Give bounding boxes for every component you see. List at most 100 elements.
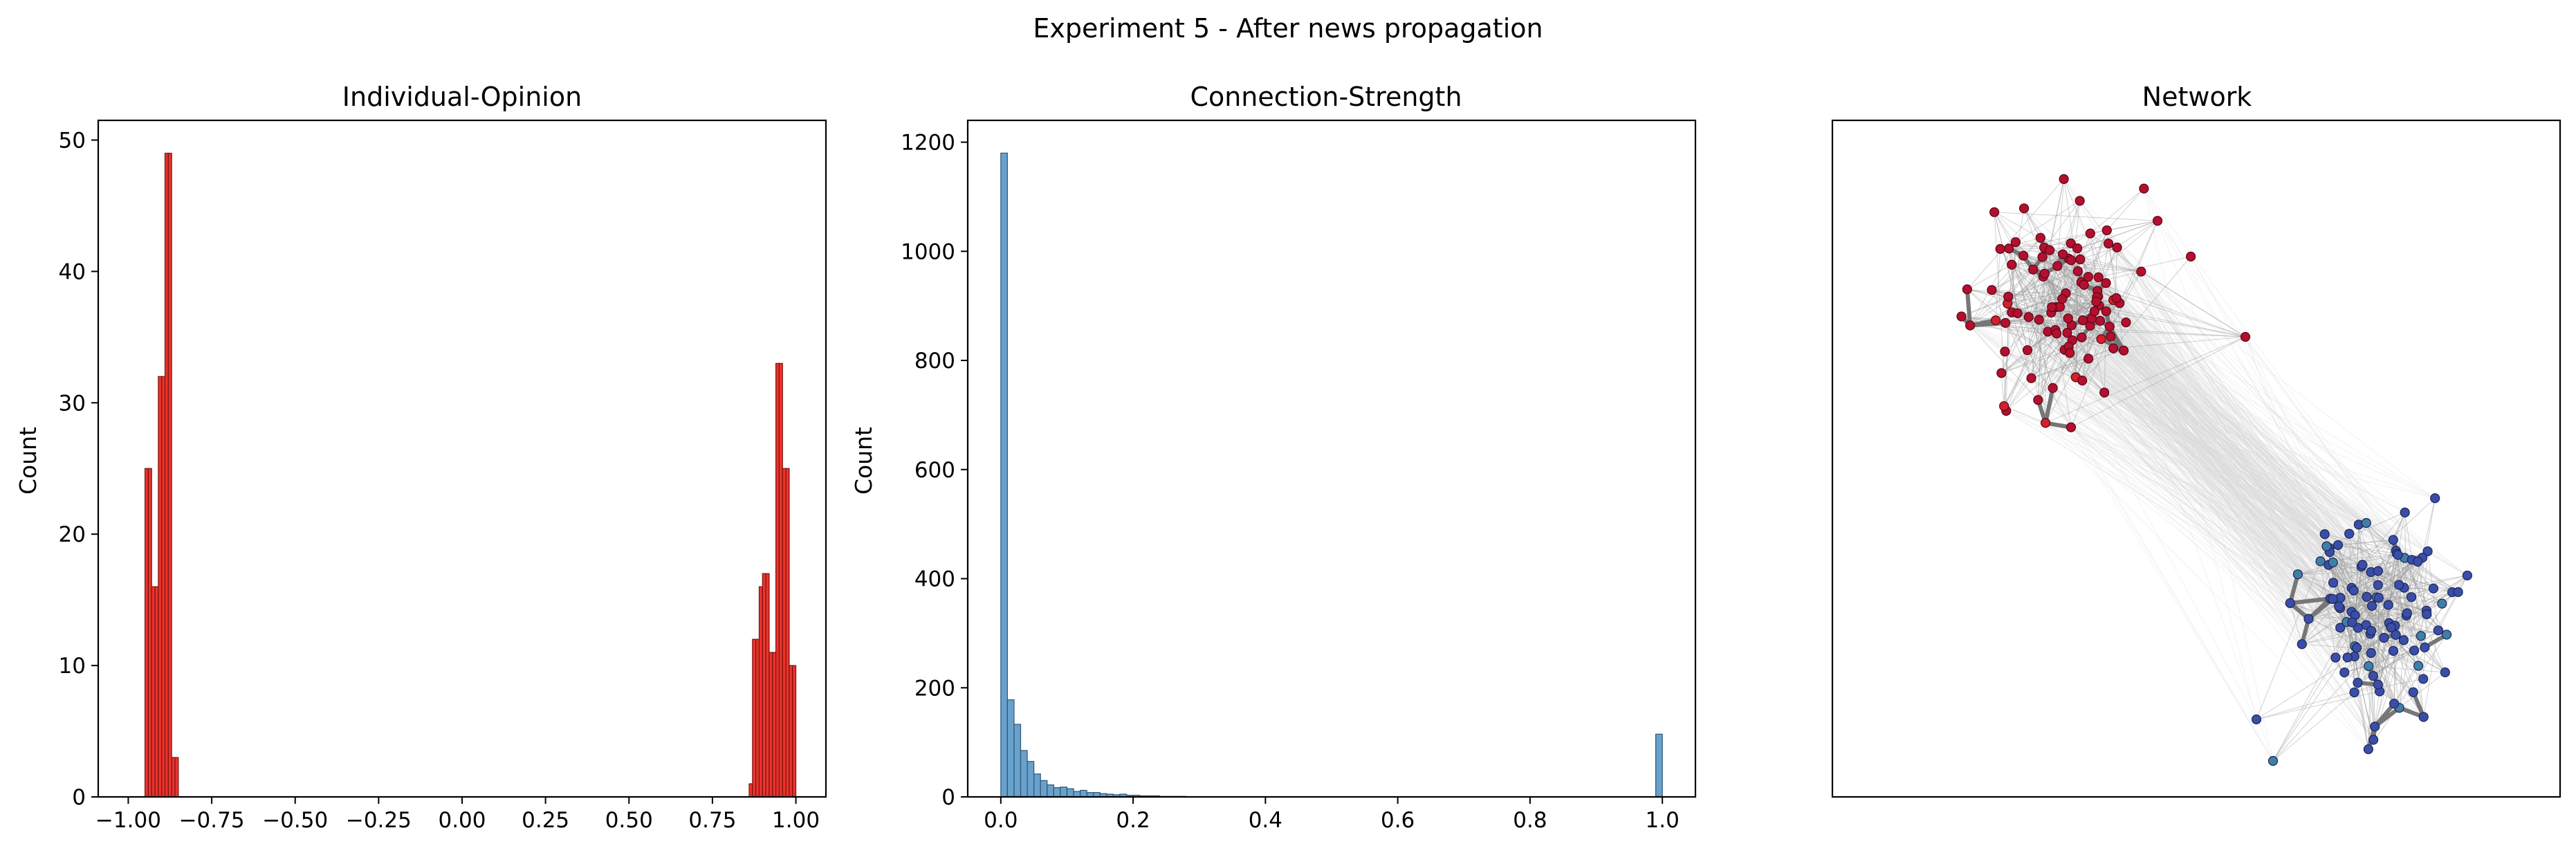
network-edge-bridge bbox=[2052, 387, 2274, 762]
network-edge-bridge bbox=[2051, 312, 2329, 565]
bar-connection-strength-11 bbox=[1073, 791, 1081, 798]
network-edge-bridge bbox=[2126, 322, 2400, 585]
network-edge-bridge bbox=[2096, 297, 2330, 553]
x-tick-label-connection-strength-3: 0.6 bbox=[1381, 808, 1415, 833]
bar-individual-opinion-17 bbox=[772, 652, 777, 798]
network-edge-bridge bbox=[2143, 188, 2413, 560]
network-edge-bridge bbox=[2005, 351, 2447, 635]
network-edge-bridge bbox=[2051, 306, 2326, 535]
network-edge-bridge bbox=[2097, 291, 2341, 598]
network-edge-bridge bbox=[2245, 336, 2377, 598]
network-edge-bridge bbox=[2098, 277, 2405, 513]
network-edge-weak bbox=[2031, 295, 2099, 378]
network-edge-weak bbox=[1991, 269, 2034, 291]
network-edge-bridge bbox=[2072, 340, 2379, 686]
network-edge-weak bbox=[2070, 221, 2158, 428]
network-edge-bridge bbox=[2005, 351, 2396, 636]
network-node bbox=[2362, 591, 2372, 602]
network-edge-weak bbox=[2031, 350, 2124, 379]
network-edge-bridge bbox=[2070, 427, 2345, 673]
network-edge-bridge bbox=[2088, 358, 2415, 651]
network-edge-weak bbox=[2308, 585, 2378, 620]
network-node bbox=[2106, 331, 2116, 342]
network-edge-weak bbox=[1994, 212, 2028, 351]
network-edge-bridge bbox=[2140, 271, 2352, 612]
network-edge-weak bbox=[2337, 539, 2393, 546]
network-edge-bridge bbox=[2090, 325, 2299, 575]
network-edge-bridge bbox=[2028, 316, 2389, 605]
bar-individual-opinion-3 bbox=[154, 586, 159, 798]
network-edge-bridge bbox=[2068, 318, 2330, 549]
network-edge-weak bbox=[2399, 640, 2404, 708]
network-edge-bridge bbox=[2056, 333, 2333, 600]
network-edge-bridge bbox=[2108, 243, 2380, 598]
bar-individual-opinion-15 bbox=[765, 573, 770, 798]
network-edge-bridge bbox=[2090, 325, 2434, 589]
network-edge-bridge bbox=[2012, 312, 2447, 635]
network-edge-weak bbox=[2037, 324, 2072, 401]
network-edge-bridge bbox=[2056, 306, 2341, 609]
network-edge-bridge bbox=[2083, 284, 2367, 598]
network-edge-bridge bbox=[2043, 276, 2341, 609]
network-edge-bridge bbox=[2106, 230, 2330, 549]
network-edge-bridge bbox=[2099, 320, 2329, 565]
y-tick-label-connection-strength-1: 200 bbox=[914, 676, 955, 701]
network-edge-weak bbox=[2012, 264, 2099, 306]
network-edge-bridge bbox=[2070, 243, 2291, 604]
network-edge-weak bbox=[1967, 264, 2012, 290]
network-edge-strong bbox=[2288, 572, 2300, 605]
network-edge-bridge bbox=[2032, 269, 2341, 609]
network-node bbox=[2315, 556, 2326, 567]
network-edge-bridge bbox=[2079, 259, 2367, 524]
network-edge-bridge bbox=[2005, 322, 2362, 567]
network-edge-bridge bbox=[2023, 208, 2397, 551]
network-node bbox=[2400, 507, 2410, 518]
network-edge-bridge bbox=[2068, 346, 2363, 565]
network-edge-weak bbox=[2333, 562, 2400, 586]
network-edge-weak bbox=[2012, 264, 2099, 306]
network-edge-bridge bbox=[2032, 269, 2395, 704]
network-edge-bridge bbox=[2104, 392, 2374, 740]
network-edge-weak bbox=[2090, 233, 2099, 297]
network-nodes bbox=[1956, 174, 2472, 766]
network-edge-weak bbox=[2351, 550, 2397, 612]
network-edge-weak bbox=[2037, 276, 2044, 401]
network-edge-bridge bbox=[2126, 322, 2395, 626]
bar-individual-opinion-8 bbox=[171, 757, 176, 798]
network-edge-weak bbox=[2005, 326, 2110, 412]
network-edge-bridge bbox=[2068, 346, 2395, 704]
network-edge-weak bbox=[2017, 282, 2081, 314]
network-edge-bridge bbox=[2008, 248, 2412, 598]
network-node bbox=[2012, 308, 2023, 319]
network-edge-bridge bbox=[2011, 264, 2400, 585]
network-edge-weak bbox=[2063, 178, 2079, 272]
network-edge-weak bbox=[2070, 260, 2082, 338]
network-edge-weak bbox=[2352, 591, 2453, 623]
network-edge-bridge bbox=[2077, 270, 2404, 641]
network-edge-weak bbox=[2007, 303, 2105, 393]
network-edge-strong bbox=[2043, 385, 2055, 425]
bar-individual-opinion-19 bbox=[778, 362, 783, 798]
network-edge-weak bbox=[1991, 289, 2056, 331]
network-node bbox=[2413, 661, 2424, 671]
network-edge-bridge bbox=[2070, 427, 2303, 645]
network-edge-bridge bbox=[2113, 300, 2363, 565]
network-edge-bridge bbox=[2027, 349, 2418, 562]
y-tick-label-individual-opinion-1: 10 bbox=[59, 654, 86, 679]
network-edge-bridge bbox=[2143, 188, 2390, 624]
x-tick-label-individual-opinion-0: −1.00 bbox=[95, 808, 161, 833]
network-edge-bridge bbox=[2101, 338, 2398, 554]
network-edge-bridge bbox=[2077, 270, 2400, 708]
network-edge-weak bbox=[2069, 302, 2120, 353]
network-node bbox=[2037, 252, 2048, 262]
bar-individual-opinion-0 bbox=[144, 468, 149, 798]
network-node bbox=[2057, 293, 2068, 304]
chart-individual-opinion: Individual-Opinion −1.00 −0.75 −0.50 −0.25 0… bbox=[15, 82, 827, 833]
network-edge-weak bbox=[1969, 237, 2041, 326]
network-edge-bridge bbox=[2051, 306, 2446, 673]
network-edge-bridge bbox=[1994, 212, 2326, 535]
network-edge-weak bbox=[2373, 629, 2439, 677]
network-edge-weak bbox=[2357, 605, 2373, 683]
network-edge-bridge bbox=[2064, 349, 2345, 673]
network-edge-bridge bbox=[2045, 422, 2372, 632]
